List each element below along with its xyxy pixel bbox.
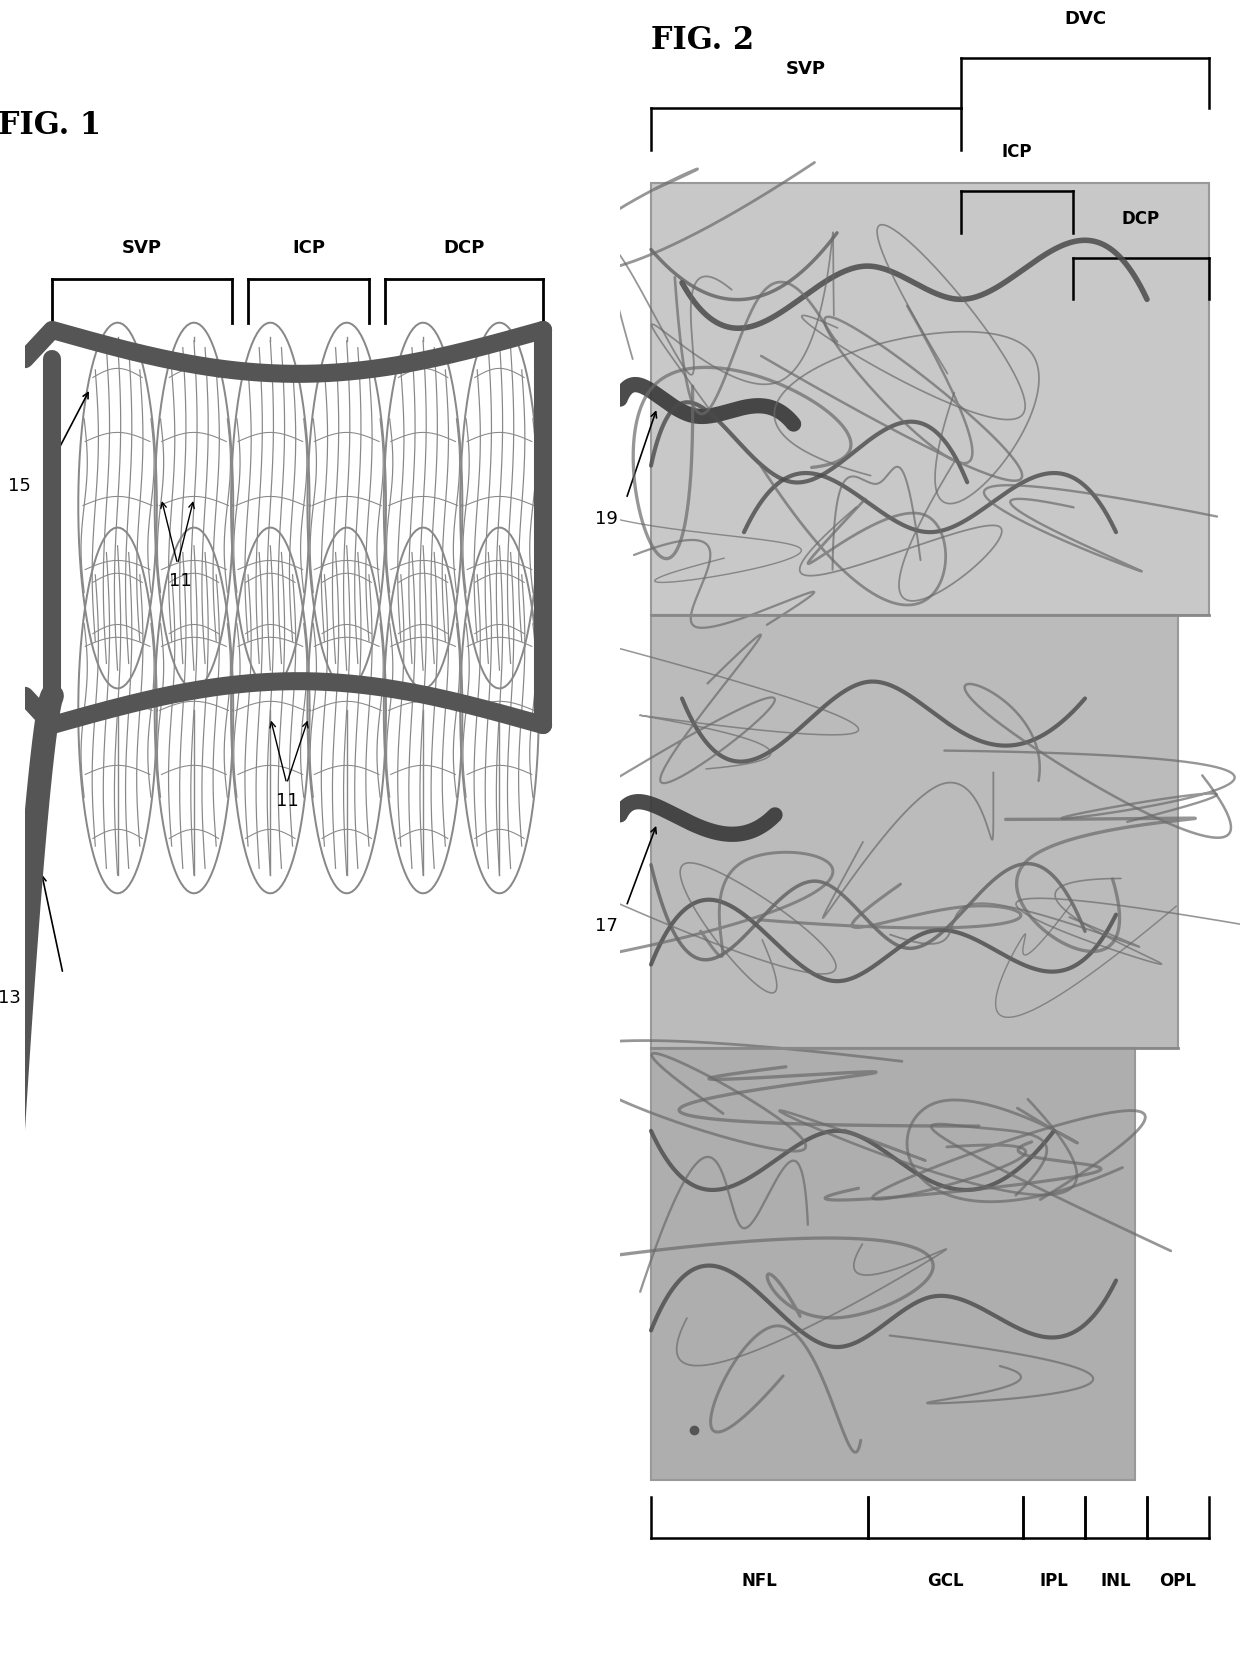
Text: INL: INL (1101, 1572, 1131, 1590)
Text: NFL: NFL (742, 1572, 777, 1590)
Text: 11: 11 (170, 572, 192, 590)
Text: FIG. 1: FIG. 1 (0, 110, 100, 141)
Text: SVP: SVP (786, 60, 826, 78)
Text: FIG. 2: FIG. 2 (651, 25, 754, 57)
Text: 13: 13 (0, 989, 20, 1008)
Text: ICP: ICP (291, 239, 325, 256)
Text: DVC: DVC (1064, 10, 1106, 28)
Text: 19: 19 (595, 511, 618, 527)
Text: 11: 11 (275, 792, 299, 810)
Text: DCP: DCP (1122, 210, 1159, 228)
Text: 17: 17 (595, 918, 618, 935)
Text: DCP: DCP (444, 239, 485, 256)
Text: IPL: IPL (1039, 1572, 1069, 1590)
Text: GCL: GCL (928, 1572, 963, 1590)
Bar (651, 1048, 1135, 1480)
Text: SVP: SVP (122, 239, 162, 256)
Text: OPL: OPL (1159, 1572, 1197, 1590)
Bar (651, 183, 1209, 615)
Text: 15: 15 (9, 477, 31, 496)
Text: ICP: ICP (1002, 143, 1032, 161)
Bar (651, 615, 1178, 1048)
